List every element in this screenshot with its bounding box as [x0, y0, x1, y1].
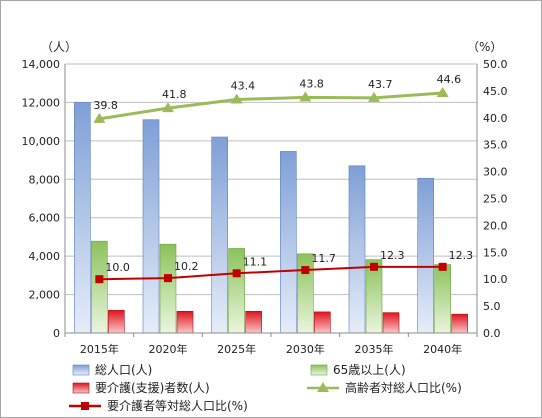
bar-care-required [314, 311, 331, 334]
marker-aged-ratio [436, 87, 449, 98]
y-right-tick-label: 25.0 [483, 193, 508, 206]
y-right-tick-label: 5.0 [483, 300, 501, 313]
bar-aged-65-plus [91, 240, 108, 334]
gridlines [65, 63, 477, 334]
y-right-tick-label: 30.0 [483, 166, 508, 179]
marker-care-ratio [438, 262, 447, 271]
bar-total-population [142, 119, 160, 334]
y-right-tick-label: 10.0 [483, 273, 508, 286]
y-left-tick-label: 4,000 [29, 250, 61, 263]
data-label-care-ratio: 10.0 [105, 261, 130, 274]
y-left-tick-label: 10,000 [22, 135, 61, 148]
marker-aged-ratio [93, 112, 106, 123]
legend-label: 要介護(支援)者数(人) [95, 380, 210, 395]
y-left-tick-label: 6,000 [29, 212, 61, 225]
bar-aged-65-plus [297, 253, 314, 334]
legend-swatch [310, 364, 328, 376]
marker-care-ratio [164, 274, 172, 283]
y-right-unit-label: （%） [467, 40, 502, 54]
data-label-aged-ratio: 43.7 [368, 78, 393, 91]
x-tick-label: 2040年 [423, 342, 462, 356]
marker-aged-ratio [230, 93, 243, 104]
y-right-tick-label: 35.0 [483, 139, 508, 152]
bar-aged-65-plus [434, 264, 451, 334]
legend-marker [317, 382, 329, 392]
y-left-tick-label: 0 [53, 327, 60, 340]
marker-aged-ratio [162, 102, 174, 113]
bar-total-population [211, 136, 228, 334]
y-left-tick-label: 14,000 [22, 58, 61, 71]
y-left-tick-label: 12,000 [22, 96, 61, 109]
lines: 39.8 41.8 43.4 43.8 43.7 44.6 10.0 10.2 11.1 11.7… [93, 73, 474, 284]
legend-aged-ratio: 高齢者対総人口比(%) [307, 380, 462, 395]
bar-total-population [417, 178, 434, 334]
data-label-care-ratio: 10.2 [174, 260, 199, 273]
legend-label: 65歳以上(人) [333, 363, 406, 377]
marker-care-ratio [232, 269, 241, 278]
bar-care-required [176, 310, 194, 334]
legend: 総人口(人) 65歳以上(人) 要介護(支援)者数(人) 高齢者対総人口比(%) 要介護… [69, 363, 462, 413]
axes: 0 2,000 4,000 6,000 8,000 10,000 12,000 14,000 0… [22, 40, 508, 356]
marker-care-ratio [301, 266, 310, 275]
legend-marker [81, 402, 89, 410]
data-label-aged-ratio: 39.8 [93, 99, 118, 112]
x-tick-label: 2020年 [149, 342, 188, 356]
x-tick-label: 2030年 [286, 342, 325, 356]
bar-total-population [348, 165, 366, 334]
bar-care-required [108, 310, 125, 334]
y-left-tick-label: 8,000 [29, 173, 61, 186]
y-left-unit-label: （人） [41, 40, 77, 54]
y-right-tick-label: 50.0 [483, 58, 508, 71]
data-label-care-ratio: 11.7 [311, 252, 336, 265]
legend-label: 要介護者等対総人口比(%) [107, 398, 248, 413]
marker-aged-ratio [299, 91, 312, 102]
y-right-tick-label: 45.0 [483, 85, 508, 98]
data-label-aged-ratio: 43.8 [299, 77, 324, 90]
legend-swatch [72, 364, 90, 376]
y-right-tick-label: 0.0 [483, 327, 501, 340]
bar-care-required [451, 313, 468, 334]
legend-aged-65-plus: 65歳以上(人) [310, 363, 406, 377]
x-tick-label: 2015年 [80, 342, 119, 356]
bar-care-required [382, 312, 400, 334]
data-label-aged-ratio: 44.6 [437, 73, 462, 86]
bar-total-population [280, 151, 297, 334]
data-label-aged-ratio: 43.4 [231, 80, 256, 93]
marker-aged-ratio [368, 91, 380, 102]
line-care-ratio [99, 265, 443, 281]
marker-care-ratio [370, 262, 378, 271]
bar-care-required [245, 310, 262, 334]
y-right-tick-label: 40.0 [483, 112, 508, 125]
data-label-care-ratio: 12.3 [380, 249, 405, 262]
x-tick-label: 2025年 [217, 342, 256, 356]
x-tick-label: 2035年 [355, 342, 394, 356]
legend-total-population: 総人口(人) [72, 363, 152, 377]
y-right-tick-label: 15.0 [483, 246, 508, 259]
y-right-tick-label: 20.0 [483, 219, 508, 232]
legend-care-ratio: 要介護者等対総人口比(%) [69, 398, 248, 413]
legend-swatch [72, 382, 90, 394]
legend-label: 高齢者対総人口比(%) [345, 380, 462, 395]
data-label-aged-ratio: 41.8 [162, 88, 187, 101]
legend-care-required: 要介護(支援)者数(人) [72, 380, 210, 395]
y-left-tick-label: 2,000 [29, 289, 61, 302]
data-label-care-ratio: 12.3 [449, 249, 474, 262]
line-aged-ratio [99, 91, 443, 121]
bar-aged-65-plus [159, 243, 177, 334]
bar-total-population [74, 102, 91, 334]
data-label-care-ratio: 11.1 [243, 255, 268, 268]
marker-care-ratio [95, 275, 104, 284]
legend-label: 総人口(人) [95, 363, 152, 377]
